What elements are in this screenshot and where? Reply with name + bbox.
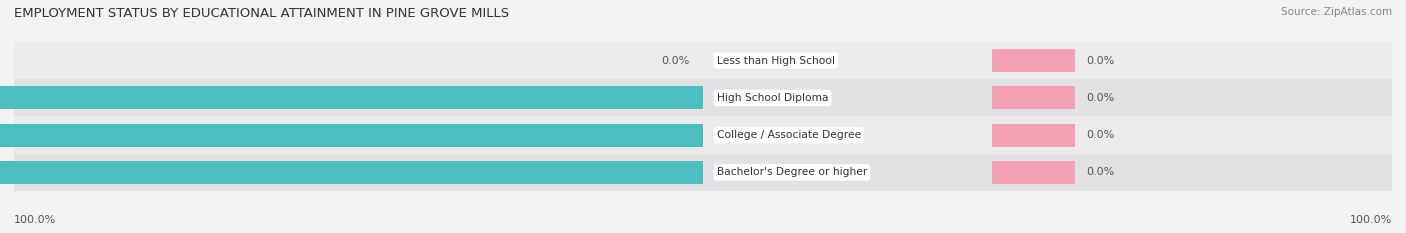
Text: Less than High School: Less than High School <box>717 56 835 65</box>
Bar <box>14 79 1392 116</box>
Text: 0.0%: 0.0% <box>1085 93 1115 103</box>
Legend: In Labor Force, Unemployed: In Labor Force, Unemployed <box>600 229 806 233</box>
Bar <box>993 123 1076 147</box>
Bar <box>0 123 703 147</box>
Bar <box>0 161 703 184</box>
Text: 100.0%: 100.0% <box>1350 215 1392 225</box>
Text: Source: ZipAtlas.com: Source: ZipAtlas.com <box>1281 7 1392 17</box>
Text: 0.0%: 0.0% <box>1085 56 1115 65</box>
Bar <box>993 49 1076 72</box>
Bar <box>993 161 1076 184</box>
Bar <box>14 42 1392 79</box>
Text: 100.0%: 100.0% <box>14 215 56 225</box>
Text: 0.0%: 0.0% <box>1085 168 1115 177</box>
Text: 0.0%: 0.0% <box>661 56 689 65</box>
Bar <box>14 154 1392 191</box>
Text: 0.0%: 0.0% <box>1085 130 1115 140</box>
Text: High School Diploma: High School Diploma <box>717 93 828 103</box>
Bar <box>993 86 1076 110</box>
Text: College / Associate Degree: College / Associate Degree <box>717 130 860 140</box>
Text: Bachelor's Degree or higher: Bachelor's Degree or higher <box>717 168 868 177</box>
Text: EMPLOYMENT STATUS BY EDUCATIONAL ATTAINMENT IN PINE GROVE MILLS: EMPLOYMENT STATUS BY EDUCATIONAL ATTAINM… <box>14 7 509 20</box>
Bar <box>0 86 703 110</box>
Bar <box>14 116 1392 154</box>
